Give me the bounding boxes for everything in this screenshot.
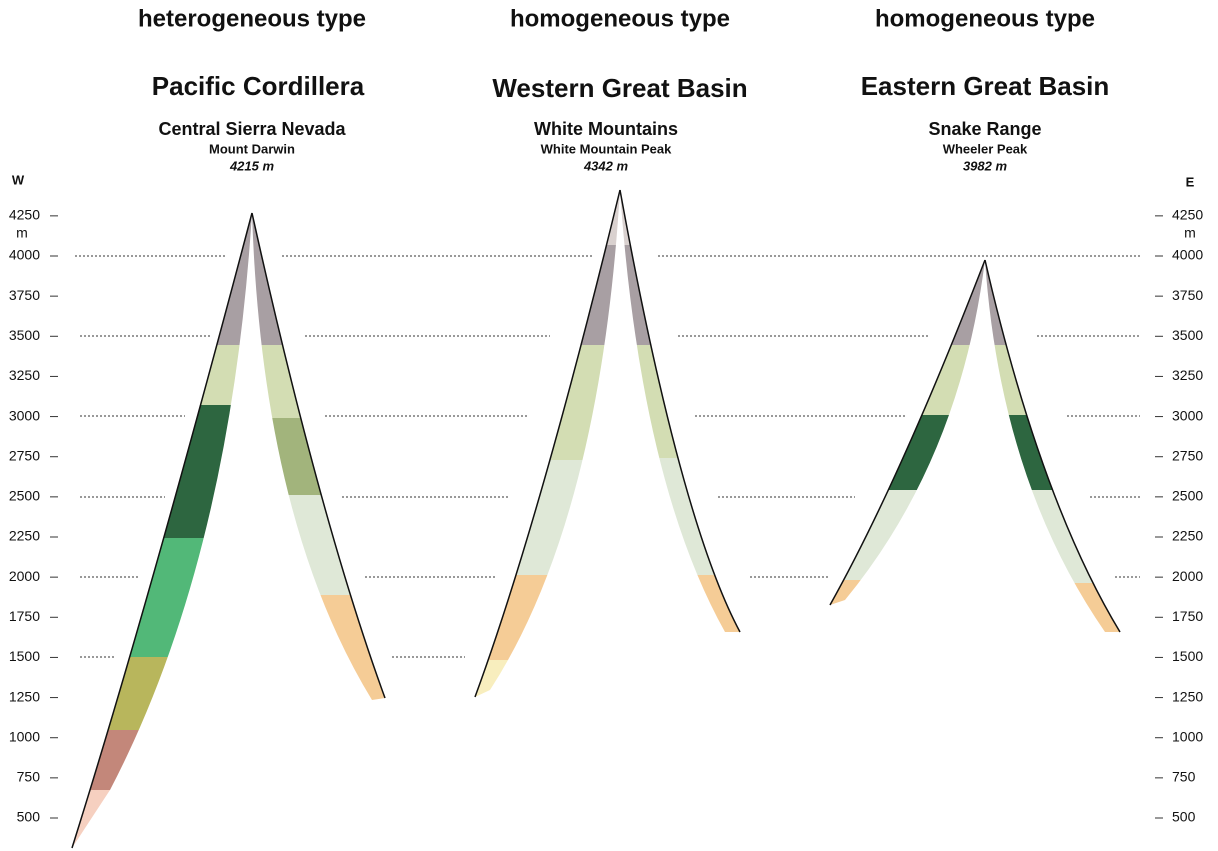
range: Snake Range: [928, 119, 1041, 139]
tick-label: 1500: [9, 648, 40, 664]
tick-label: 4000: [9, 247, 40, 263]
slope-line: [474, 189, 621, 698]
region: Eastern Great Basin: [861, 71, 1110, 101]
zone-type: homogeneous type: [510, 5, 730, 32]
elevation-lines: [75, 255, 1140, 658]
vegetation-zone: [830, 345, 985, 415]
headings: heterogeneous type Pacific Cordillera Ce…: [138, 5, 1109, 173]
mountains: [71, 189, 1121, 849]
tick-label: 1250: [9, 688, 40, 704]
tick-label: 750: [1172, 769, 1196, 785]
vegetation-zone: [72, 538, 252, 657]
west-label: W: [12, 172, 25, 187]
tick-label: 2250: [9, 528, 40, 544]
slope-line: [829, 259, 986, 606]
tick-label: 1750: [9, 608, 40, 624]
tick-label: 3500: [1172, 327, 1203, 343]
vegetation-zone: [252, 345, 385, 418]
tick-label: 4000: [1172, 247, 1203, 263]
tick-label: 3500: [9, 327, 40, 343]
east-label: E: [1186, 174, 1195, 189]
tick-label: 2000: [1172, 568, 1203, 584]
tick-label: 1750: [1172, 608, 1203, 624]
tick-label: 500: [17, 809, 41, 825]
vegetation-zone: [475, 245, 620, 345]
tick-label: 500: [1172, 809, 1196, 825]
elevation: 3982 m: [963, 158, 1008, 173]
axes: 4250 4250 4000 4000 3750 3750 3500 3500 3250 3250…: [9, 207, 1204, 825]
tick-label: 3000: [9, 407, 40, 423]
tick-label: 2250: [1172, 528, 1203, 544]
tick-label: 1000: [9, 728, 40, 744]
tick-label: 750: [17, 769, 41, 785]
tick-label: 1250: [1172, 688, 1203, 704]
tick-label: 3750: [9, 287, 40, 303]
tick-label: 2500: [9, 488, 40, 504]
vegetation-zone: [72, 345, 252, 405]
slope-line: [984, 259, 1121, 633]
zone-type: homogeneous type: [875, 5, 1095, 32]
tick-label: 2750: [1172, 447, 1203, 463]
range: Central Sierra Nevada: [158, 119, 346, 139]
peak: White Mountain Peak: [541, 141, 673, 156]
slope-line: [71, 212, 253, 849]
vegetation-zone: [72, 790, 252, 848]
unit-label: m: [1184, 225, 1196, 241]
tick-label: 2000: [9, 568, 40, 584]
tick-label: 3250: [1172, 367, 1203, 383]
tick-label: 4250: [1172, 207, 1203, 223]
region: Pacific Cordillera: [152, 71, 365, 101]
zone-type: heterogeneous type: [138, 5, 366, 32]
range: White Mountains: [534, 119, 678, 139]
tick-label: 3750: [1172, 287, 1203, 303]
unit-label: m: [16, 225, 28, 241]
vegetation-zone: [985, 345, 1120, 415]
tick-label: 3250: [9, 367, 40, 383]
tick-label: 2500: [1172, 488, 1203, 504]
region: Western Great Basin: [492, 73, 747, 103]
tick-label: 1500: [1172, 648, 1203, 664]
vegetation-zone: [475, 660, 620, 697]
peak: Mount Darwin: [209, 141, 295, 156]
vegetation-zone: [72, 730, 252, 790]
peak: Wheeler Peak: [943, 141, 1028, 156]
tick-label: 4250: [9, 207, 40, 223]
slope-line: [619, 189, 741, 633]
tick-label: 2750: [9, 447, 40, 463]
elevation: 4342 m: [583, 158, 629, 173]
vegetation-zone: [72, 657, 252, 730]
tick-label: 3000: [1172, 407, 1203, 423]
tick-label: 1000: [1172, 728, 1203, 744]
slope-line: [251, 212, 386, 699]
elevation: 4215 m: [229, 158, 275, 173]
